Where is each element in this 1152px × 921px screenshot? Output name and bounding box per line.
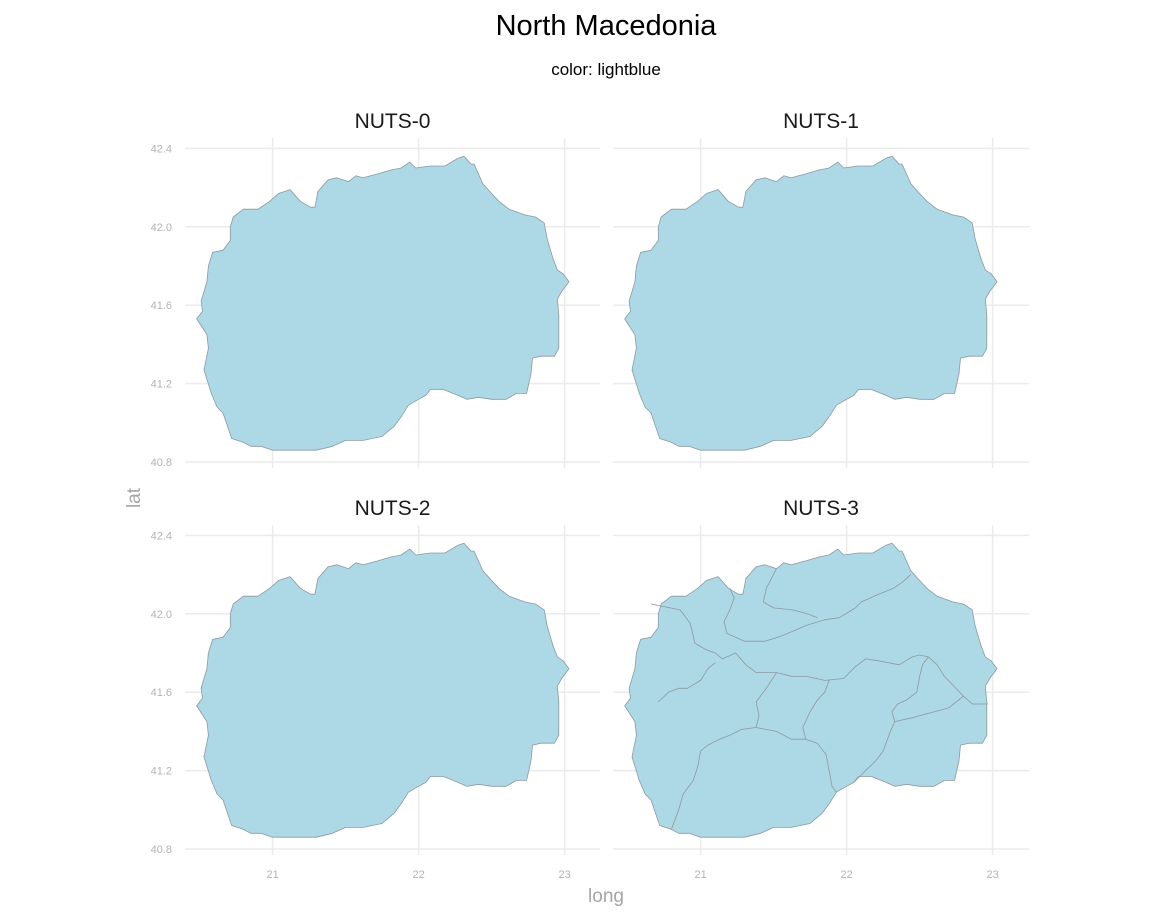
y-tick-label: 40.8 bbox=[151, 844, 172, 856]
x-tick-label: 21 bbox=[694, 869, 706, 881]
y-axis-label: lat bbox=[124, 487, 145, 508]
chart-title: North Macedonia bbox=[495, 10, 717, 42]
x-tick-label: 23 bbox=[986, 869, 998, 881]
facet-strip-title: NUTS-2 bbox=[355, 497, 431, 520]
region-border bbox=[756, 727, 837, 793]
y-tick-label: 42.4 bbox=[151, 143, 172, 155]
facet-panel-3: NUTS-2 40.8 41.2 41.6 42.0 42.4 21 22 23 bbox=[151, 497, 600, 881]
region-shape bbox=[624, 155, 998, 451]
chart-subtitle: color: lightblue bbox=[551, 60, 661, 79]
x-tick-label: 22 bbox=[412, 869, 424, 881]
x-tick-label: 23 bbox=[558, 869, 570, 881]
facet-strip-title: NUTS-3 bbox=[783, 497, 859, 520]
facet-strip-title: NUTS-1 bbox=[783, 110, 859, 133]
region-border bbox=[650, 603, 989, 705]
facet-panel-4: NUTS-3 21 22 23 bbox=[613, 497, 1029, 881]
y-tick-label: 41.6 bbox=[151, 687, 172, 699]
y-tick-label: 41.2 bbox=[151, 766, 172, 778]
y-tick-label: 40.8 bbox=[151, 457, 172, 469]
x-tick-label: 22 bbox=[840, 869, 852, 881]
y-tick-label: 42.0 bbox=[151, 609, 172, 621]
region-border bbox=[658, 662, 716, 703]
y-tick-label: 41.2 bbox=[151, 379, 172, 391]
x-axis-label: long bbox=[588, 886, 624, 907]
region-shape bbox=[624, 542, 998, 838]
region-border bbox=[671, 672, 777, 830]
region-border bbox=[894, 695, 964, 722]
region-border bbox=[853, 656, 929, 783]
region-border bbox=[723, 574, 912, 642]
x-tick-label: 21 bbox=[266, 869, 278, 881]
region-border bbox=[763, 568, 818, 619]
region-shape bbox=[196, 155, 570, 451]
facet-panel-2: NUTS-1 bbox=[613, 110, 1029, 468]
facet-panel-1: NUTS-0 40.8 41.2 41.6 42.0 42.4 bbox=[151, 110, 600, 469]
y-tick-label: 42.4 bbox=[151, 530, 172, 542]
y-tick-label: 41.6 bbox=[151, 300, 172, 312]
facet-strip-title: NUTS-0 bbox=[355, 110, 431, 133]
region-shape bbox=[196, 542, 570, 838]
region-border bbox=[802, 680, 830, 740]
y-tick-label: 42.0 bbox=[151, 222, 172, 234]
